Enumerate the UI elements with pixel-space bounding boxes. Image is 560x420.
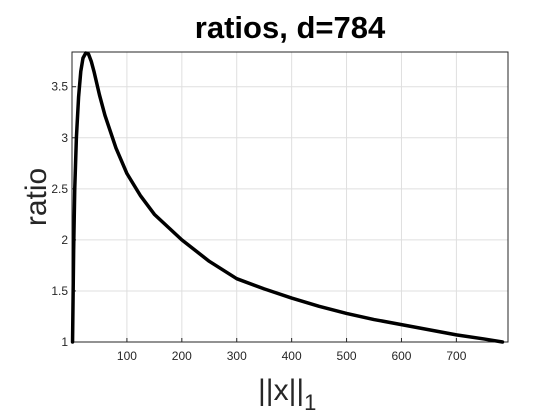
x-tick-label: 400 [282, 349, 302, 363]
y-axis-label: ratio [20, 168, 53, 226]
x-tick-label: 100 [117, 349, 137, 363]
x-tick-label: 600 [391, 349, 411, 363]
plot-area [72, 52, 508, 342]
data-line [70, 51, 505, 344]
y-tick-label: 1 [61, 335, 68, 349]
x-tick-label: 300 [227, 349, 247, 363]
x-tick-label: 500 [337, 349, 357, 363]
x-axis-label-subscript: 1 [304, 390, 316, 415]
chart-title: ratios, d=784 [195, 10, 386, 45]
x-axis-label-main: ||x|| [258, 374, 304, 407]
axes-box [71, 51, 509, 343]
y-tick-label: 3.5 [51, 80, 68, 94]
x-tick-label: 200 [172, 349, 192, 363]
y-tick-label: 3 [61, 131, 68, 145]
x-axis-label: ||x||1 [258, 374, 316, 415]
y-tick-label: 2 [61, 233, 68, 247]
y-tick-label: 1.5 [51, 284, 68, 298]
y-tick-label: 2.5 [51, 182, 68, 196]
x-tick-label: 700 [446, 349, 466, 363]
